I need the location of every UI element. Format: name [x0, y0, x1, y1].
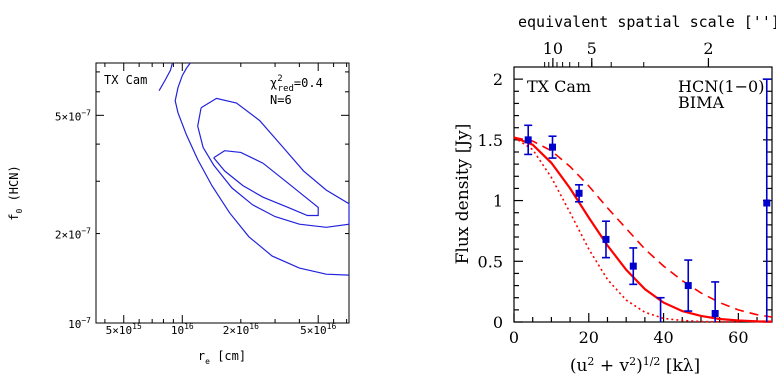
chi-squared-label: χ2 red=0.4 [270, 74, 323, 94]
data-point [549, 143, 557, 151]
y-tick-label: 0.5 [478, 252, 503, 271]
x-tick-label: 5×1016 [300, 322, 336, 337]
contour-panel: 5×1015 1016 2×1016 5×1016 10−7 2×10−7 5×10−7 T… [7, 62, 350, 366]
visibility-plot-frame [513, 66, 773, 323]
data-point [524, 136, 532, 144]
model-curves [513, 136, 773, 323]
top-tick-label: 2 [703, 39, 713, 58]
model-curve-dotted [513, 136, 739, 323]
line-label: HCN(1−0) [678, 77, 764, 96]
y-tick-label: 1 [493, 192, 503, 211]
contour-outer-3 [158, 62, 173, 91]
contour-middle-1 [197, 97, 350, 228]
top-tick-label: 5 [587, 39, 597, 58]
data-point [629, 262, 637, 270]
y-tick-label: 10−7 [68, 316, 91, 331]
x-tick-label: 60 [728, 328, 748, 347]
x-tick-label: 40 [653, 328, 673, 347]
data-point [575, 189, 583, 197]
visibility-y-axis-label: Flux density [Jy] [453, 124, 473, 265]
contour-tick-labels: 5×1015 1016 2×1016 5×1016 10−7 2×10−7 5×10−7 [55, 108, 337, 337]
data-points [524, 78, 771, 322]
model-curve-dashed [513, 136, 773, 318]
top-axis-label: equivalent spatial scale [''] [518, 13, 776, 31]
data-point [684, 282, 692, 290]
contour-lines [158, 62, 350, 276]
visibility-axis-ticks [513, 58, 772, 323]
contour-x-axis-label: re [cm] [198, 349, 246, 366]
visibility-object-label: TX Cam [527, 77, 591, 96]
data-point [763, 199, 771, 207]
visibility-panel: 0 20 40 60 0 0.5 1 1.5 2 10 5 2 equivalent spatial … [453, 13, 776, 376]
visibility-x-axis-label: (u2 + v2)1/2 [kλ] [570, 355, 700, 376]
contour-axis-ticks [96, 63, 349, 324]
x-tick-label: 0 [509, 328, 519, 347]
contour-y-axis-label: f0 (HCN) [7, 165, 24, 220]
y-tick-label: 2 [493, 70, 503, 89]
x-tick-label: 1016 [171, 322, 194, 337]
x-tick-label: 20 [579, 328, 599, 347]
telescope-label: BIMA [678, 93, 724, 112]
contour-object-label: TX Cam [104, 73, 147, 87]
y-tick-label: 0 [493, 313, 503, 332]
n-points-label: N=6 [270, 93, 292, 107]
y-tick-label: 1.5 [478, 131, 503, 150]
y-tick-label: 2×10−7 [55, 227, 91, 242]
y-tick-label: 5×10−7 [55, 108, 91, 123]
x-tick-label: 2×1016 [223, 322, 259, 337]
data-point [711, 310, 719, 317]
visibility-tick-labels: 0 20 40 60 0 0.5 1 1.5 2 10 5 2 [478, 39, 749, 347]
x-tick-label: 5×1015 [106, 322, 142, 337]
contour-inner-0 [213, 150, 319, 217]
model-curve-solid [513, 136, 773, 323]
top-tick-label: 10 [543, 39, 563, 58]
contour-plot-frame [95, 62, 350, 324]
data-point [602, 235, 610, 243]
contour-outer-2 [174, 62, 350, 276]
